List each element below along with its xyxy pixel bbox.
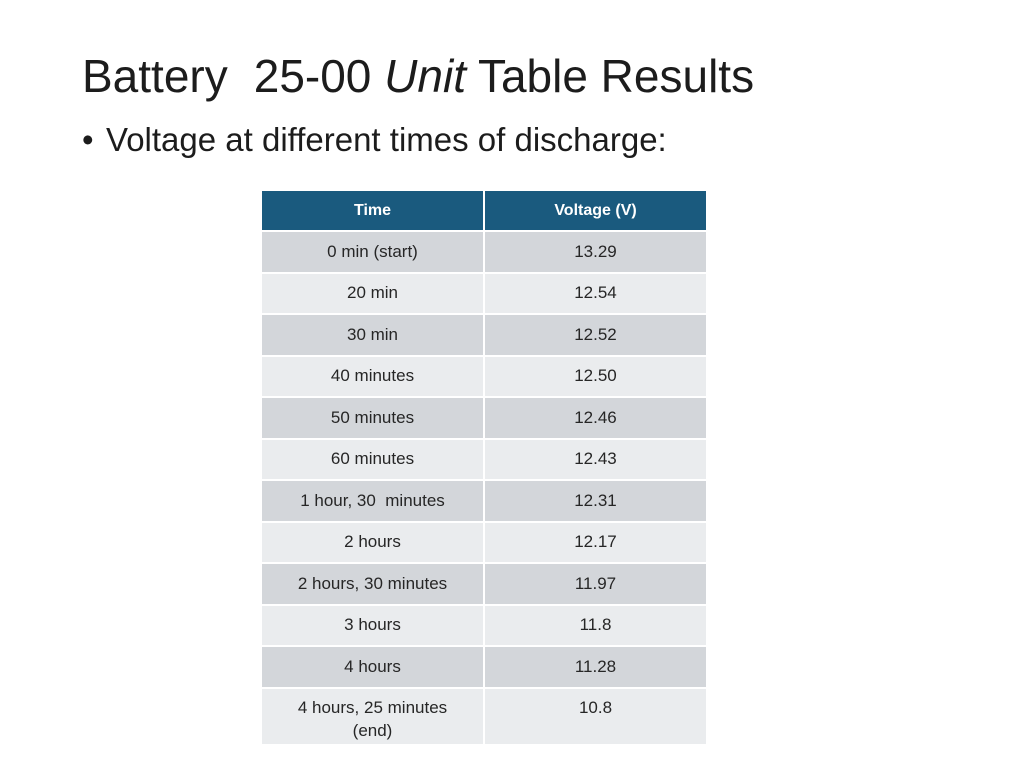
time-cell: 30 min xyxy=(262,314,485,357)
time-cell: 2 hours, 30 minutes xyxy=(262,563,485,606)
header-time: Time xyxy=(262,191,485,232)
table-row: 0 min (start) 13.29 xyxy=(262,231,706,274)
time-cell: 2 hours xyxy=(262,521,485,564)
time-cell: 20 min xyxy=(262,272,485,315)
table-row: 4 hours, 25 minutes (end) 10.8 xyxy=(262,687,706,746)
voltage-cell: 12.46 xyxy=(484,397,706,440)
voltage-cell: 12.52 xyxy=(484,314,706,357)
bullet-icon: • xyxy=(82,121,94,158)
table-row: 50 minutes 12.46 xyxy=(262,397,706,440)
bullet-text: Voltage at different times of discharge: xyxy=(106,121,667,158)
voltage-cell: 12.43 xyxy=(484,438,706,481)
table-row: 2 hours 12.17 xyxy=(262,521,706,564)
time-cell: 4 hours, 25 minutes (end) xyxy=(262,687,485,746)
time-cell: 4 hours xyxy=(262,646,485,689)
time-cell-text: 4 hours, 25 minutes (end) xyxy=(297,697,448,740)
title-table-results: Table Results xyxy=(477,50,755,102)
voltage-table: Time Voltage (V) 0 min (start) 13.29 20 … xyxy=(262,191,706,746)
time-cell: 50 minutes xyxy=(262,397,485,440)
voltage-cell: 11.97 xyxy=(484,563,706,606)
table-row: 4 hours 11.28 xyxy=(262,646,706,689)
time-cell: 3 hours xyxy=(262,604,485,647)
voltage-cell: 11.8 xyxy=(484,604,706,647)
table-row: 2 hours, 30 minutes 11.97 xyxy=(262,563,706,606)
title-battery: Battery xyxy=(82,50,228,102)
time-cell: 0 min (start) xyxy=(262,231,485,274)
voltage-cell: 12.31 xyxy=(484,480,706,523)
time-cell: 60 minutes xyxy=(262,438,485,481)
table-row: 60 minutes 12.43 xyxy=(262,438,706,481)
title-model-number: 25-00 xyxy=(253,50,372,102)
bullet-point: • Voltage at different times of discharge… xyxy=(82,118,667,162)
time-cell: 40 minutes xyxy=(262,355,485,398)
table-row: 1 hour, 30 minutes 12.31 xyxy=(262,480,706,523)
table-header-row: Time Voltage (V) xyxy=(262,191,706,232)
voltage-cell: 12.54 xyxy=(484,272,706,315)
voltage-cell: 13.29 xyxy=(484,231,706,274)
slide-title: Battery 25-00 Unit Table Results xyxy=(82,46,754,106)
table-row: 3 hours 11.8 xyxy=(262,604,706,647)
header-voltage: Voltage (V) xyxy=(484,191,706,232)
table-row: 30 min 12.52 xyxy=(262,314,706,357)
voltage-cell: 10.8 xyxy=(484,687,706,746)
table-row: 20 min 12.54 xyxy=(262,272,706,315)
voltage-cell: 12.50 xyxy=(484,355,706,398)
voltage-cell: 11.28 xyxy=(484,646,706,689)
voltage-cell: 12.17 xyxy=(484,521,706,564)
title-unit: Unit xyxy=(384,50,466,102)
table-row: 40 minutes 12.50 xyxy=(262,355,706,398)
time-cell: 1 hour, 30 minutes xyxy=(262,480,485,523)
